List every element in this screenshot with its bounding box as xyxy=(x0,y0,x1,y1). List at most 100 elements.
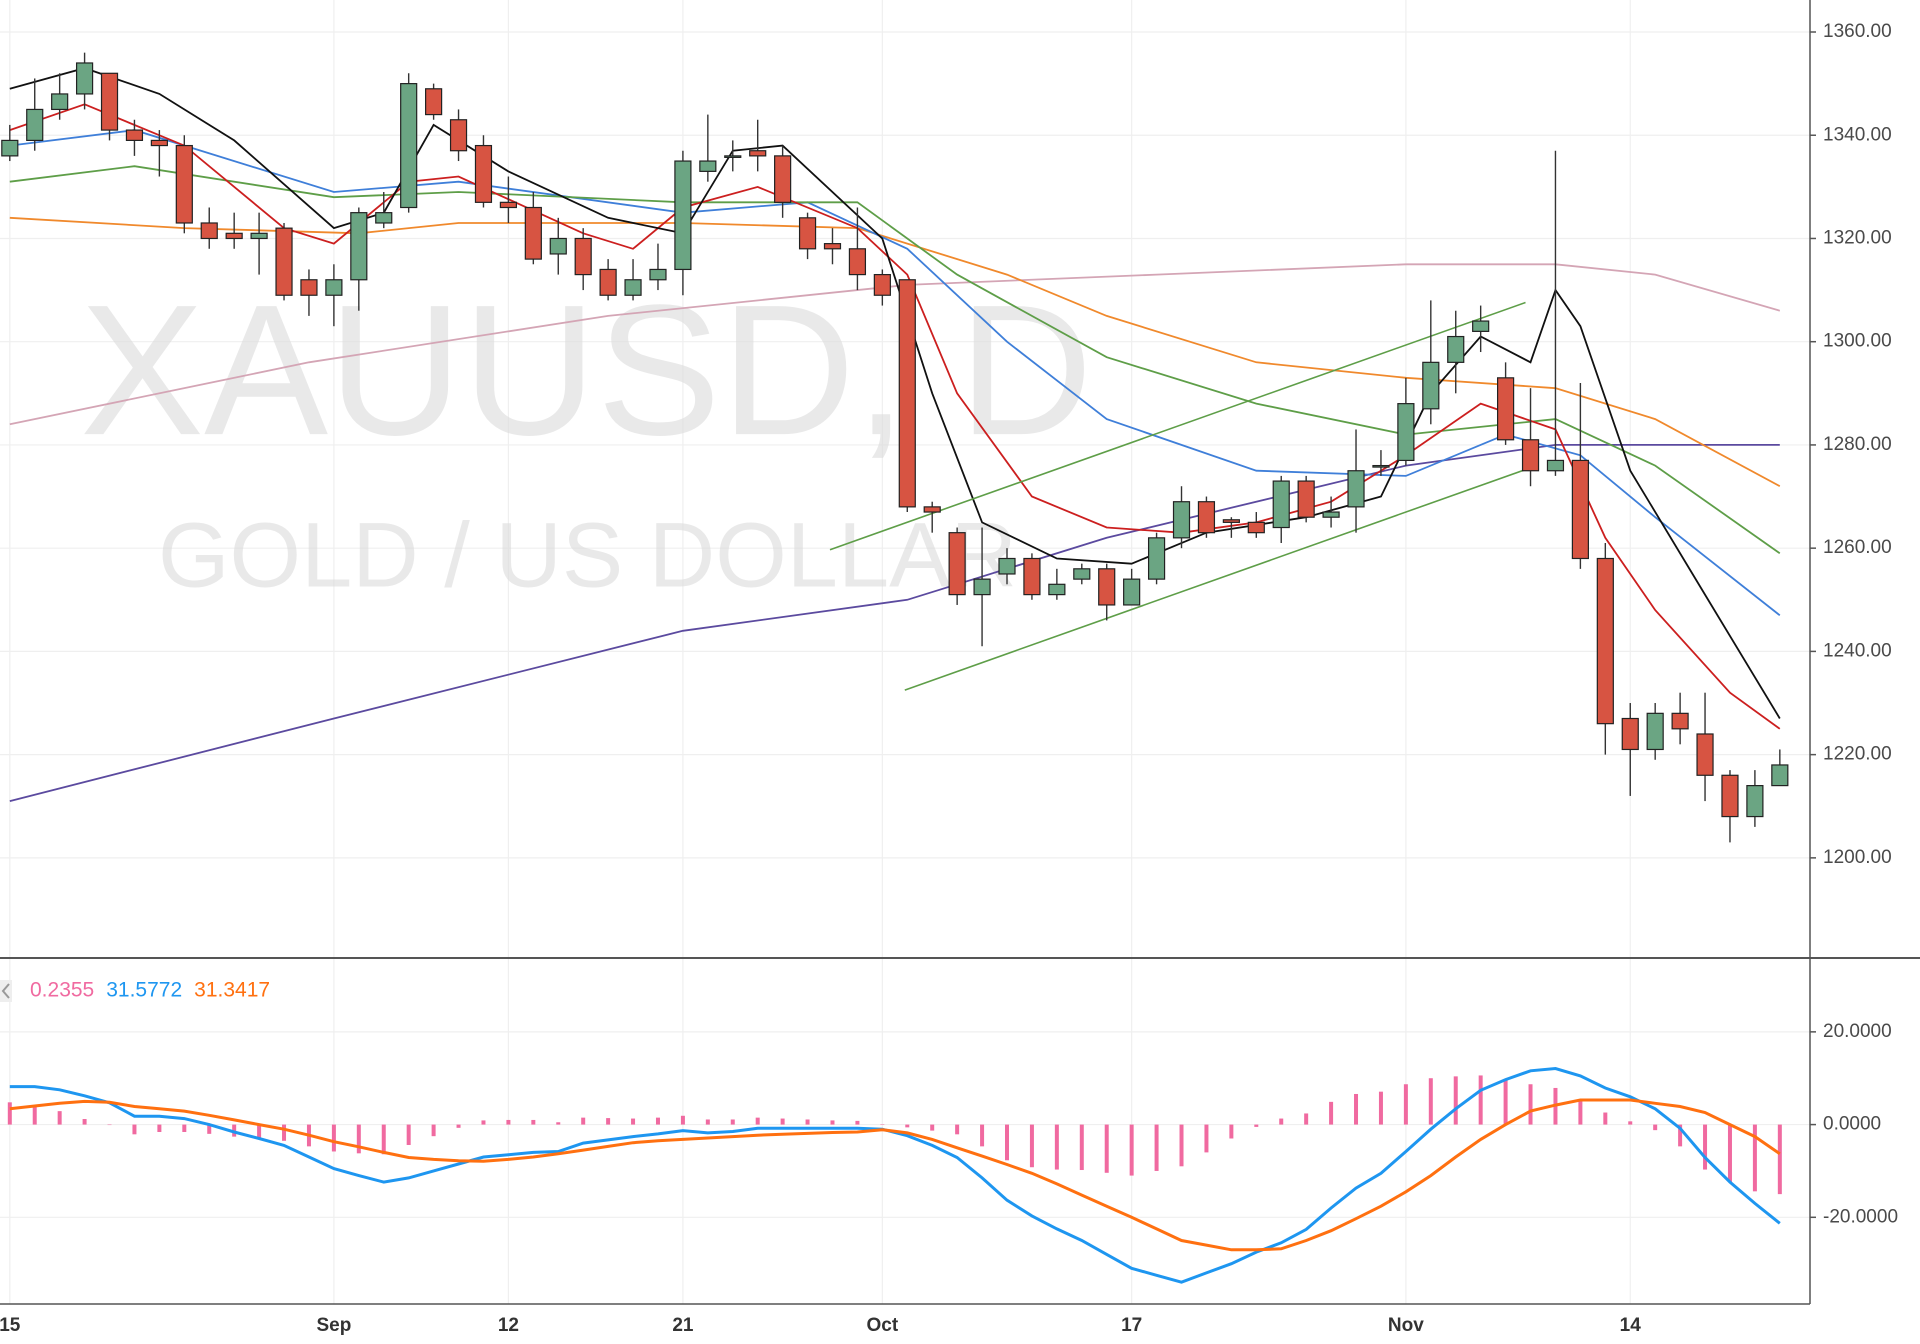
histogram-bar xyxy=(1204,1124,1209,1153)
histogram-bar xyxy=(381,1124,386,1155)
line-series xyxy=(9,1066,1781,1284)
x-tick-label: 12 xyxy=(498,1315,519,1336)
candle-body xyxy=(1172,501,1191,539)
candle-body xyxy=(474,144,493,203)
histogram-bar xyxy=(331,1124,336,1152)
candle-body xyxy=(624,279,642,296)
histogram-bar xyxy=(1528,1084,1533,1125)
histogram-bar xyxy=(680,1115,685,1125)
candle-body xyxy=(1372,464,1390,468)
histogram-bar xyxy=(1279,1118,1284,1125)
candle-body xyxy=(51,93,69,111)
histogram-bar xyxy=(1678,1124,1683,1147)
candle-body xyxy=(1472,320,1490,332)
histogram-bar xyxy=(32,1105,37,1125)
histogram-bar xyxy=(282,1124,287,1141)
candle-body xyxy=(125,129,144,141)
indicator-readout: 0.2355 xyxy=(30,979,94,1002)
candle-body xyxy=(1322,511,1340,518)
candle-body xyxy=(1272,480,1290,529)
candle-body xyxy=(275,227,293,296)
histogram-bar xyxy=(930,1124,935,1131)
histogram-bar xyxy=(531,1119,536,1125)
candle-body xyxy=(998,557,1016,575)
candle-body xyxy=(1098,568,1116,606)
histogram-bar xyxy=(730,1119,735,1125)
candle-body xyxy=(225,232,243,240)
histogram-bar xyxy=(855,1120,860,1125)
candle-body xyxy=(1696,733,1714,776)
y-tick-label: 1240.00 xyxy=(1823,640,1892,661)
y-tick-label: 1360.00 xyxy=(1823,21,1892,42)
histogram-bar xyxy=(356,1124,361,1154)
histogram-bar xyxy=(1453,1076,1458,1125)
candle-body xyxy=(400,83,418,209)
histogram-bar xyxy=(207,1124,212,1134)
histogram-bar xyxy=(1578,1100,1583,1125)
histogram-bar xyxy=(1304,1113,1309,1125)
histogram-bar xyxy=(1653,1124,1658,1131)
candle-body xyxy=(524,206,542,260)
histogram-bar xyxy=(406,1124,411,1145)
y-tick-label: 20.0000 xyxy=(1823,1021,1892,1042)
candle-body xyxy=(1447,335,1465,363)
candle-body xyxy=(1222,519,1240,523)
histogram-bar xyxy=(1354,1093,1359,1125)
candle-body xyxy=(1521,439,1540,472)
x-tick-label: 21 xyxy=(672,1315,694,1336)
histogram-bar xyxy=(82,1119,87,1125)
candle-body xyxy=(1297,480,1315,518)
line-series xyxy=(9,103,1781,730)
histogram-bar xyxy=(905,1124,910,1128)
histogram-bar xyxy=(780,1118,785,1125)
candle-body xyxy=(1621,717,1639,751)
candle-body xyxy=(549,237,567,255)
line-series xyxy=(829,301,1526,551)
histogram-bar xyxy=(556,1122,561,1125)
candle-body xyxy=(1546,459,1565,472)
y-tick-label: 1280.00 xyxy=(1823,434,1892,455)
histogram-bar xyxy=(506,1119,511,1125)
y-tick-label: 1320.00 xyxy=(1823,227,1892,248)
histogram-bar xyxy=(1603,1112,1608,1125)
histogram-bar xyxy=(7,1102,12,1125)
watermark-symbol: XAUUSD, D xyxy=(80,267,1093,474)
candle-body xyxy=(1147,537,1166,580)
histogram-bar xyxy=(1029,1124,1034,1168)
candle-body xyxy=(325,279,343,296)
watermark-description: GOLD / US DOLLAR xyxy=(158,504,1017,606)
histogram-bar xyxy=(1727,1124,1732,1183)
y-tick-label: 1260.00 xyxy=(1823,537,1892,558)
histogram-bar xyxy=(1329,1101,1334,1125)
histogram-bar xyxy=(631,1118,636,1125)
histogram-bar xyxy=(655,1117,660,1125)
candle-body xyxy=(100,72,119,131)
x-tick-label: Sep xyxy=(316,1315,351,1336)
histogram-bar xyxy=(1378,1091,1383,1125)
histogram-bar xyxy=(456,1124,461,1128)
y-tick-label: 1200.00 xyxy=(1823,847,1892,868)
candle-body xyxy=(1197,501,1216,534)
candle-body xyxy=(1771,764,1789,787)
histogram-bar xyxy=(755,1117,760,1125)
histogram-bar xyxy=(1229,1124,1234,1139)
candle-body xyxy=(1596,557,1614,725)
histogram-bar xyxy=(1777,1124,1782,1195)
candle-body xyxy=(898,279,916,508)
candle-body xyxy=(250,232,268,240)
candle-body xyxy=(1247,521,1265,534)
histogram-bar xyxy=(1478,1075,1483,1125)
candle-body xyxy=(1422,361,1440,410)
candle-body xyxy=(599,268,617,296)
histogram-bar xyxy=(481,1120,486,1125)
candle-body xyxy=(350,212,368,281)
candle-body xyxy=(1397,403,1415,462)
candle-body xyxy=(1,139,19,157)
histogram-bar xyxy=(257,1124,262,1139)
candle-body xyxy=(425,88,443,116)
candle-body xyxy=(499,201,517,209)
histogram-bar xyxy=(57,1111,62,1125)
histogram-bar xyxy=(132,1124,137,1135)
candle-body xyxy=(175,144,193,224)
histogram-bar xyxy=(1703,1124,1708,1170)
